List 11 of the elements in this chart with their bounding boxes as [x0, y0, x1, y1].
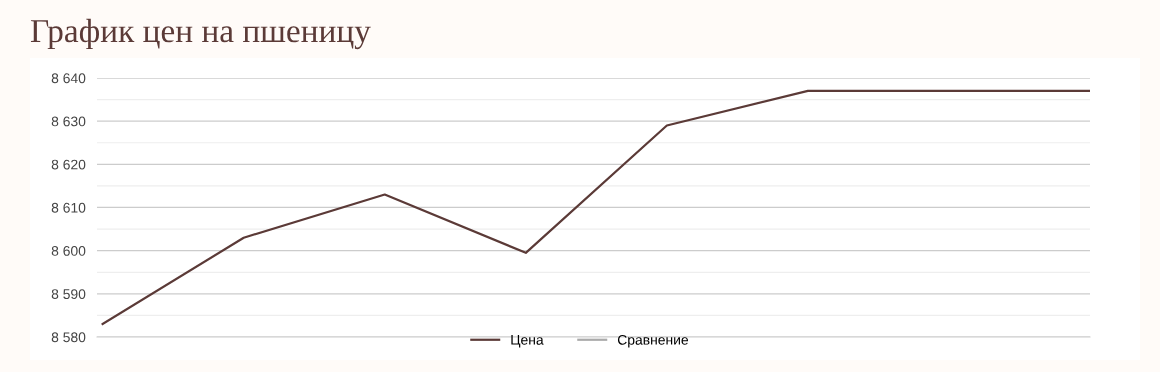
- y-tick-label: 8 640: [51, 73, 86, 84]
- y-tick-label: 8 580: [51, 332, 86, 343]
- y-tick-label: 8 620: [51, 159, 86, 170]
- line-series: [101, 89, 1090, 326]
- chart-title: График цен на пшеницу: [30, 18, 371, 50]
- legend-label: Цена: [511, 335, 544, 348]
- legend-label: Сравнение: [617, 334, 689, 348]
- y-tick-label: 8 630: [51, 116, 86, 127]
- y-tick-label: 8 610: [51, 202, 86, 213]
- y-tick-label: 8 590: [51, 289, 86, 299]
- y-tick-label: 8 600: [51, 246, 86, 256]
